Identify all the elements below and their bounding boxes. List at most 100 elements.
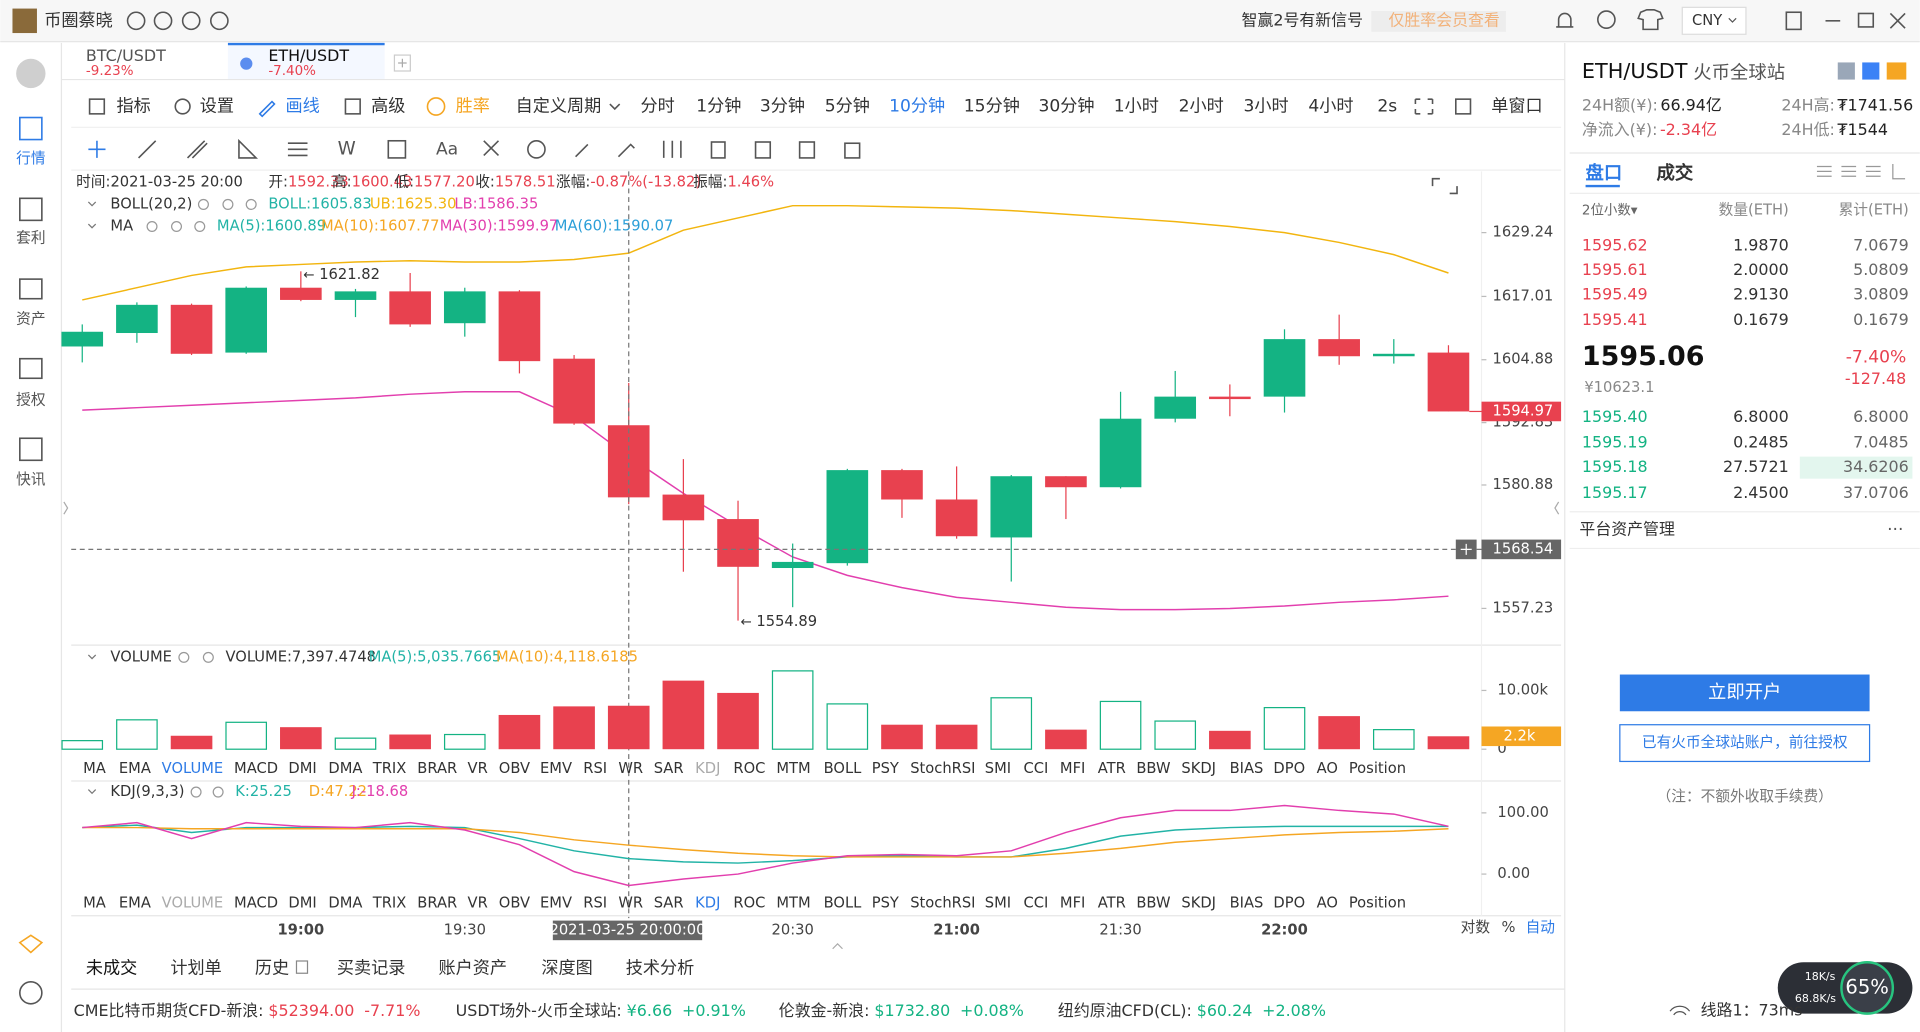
indicator-tab[interactable]: DMI [288,760,316,777]
sidebar-item[interactable]: 行情 [16,150,46,167]
sidebar-item[interactable]: 快讯 [16,471,46,488]
indicator-tab[interactable]: EMA [119,894,151,911]
legend-icon[interactable] [222,198,234,210]
indicator-tab[interactable]: VR [468,760,488,777]
bottom-tab[interactable]: 账户资产 [438,958,507,978]
indicator-tab[interactable]: PSY [872,894,899,911]
legend-icon[interactable] [194,220,206,232]
indicator-tab[interactable]: AO [1317,760,1338,777]
indicator-tab[interactable]: BIAS [1230,760,1264,777]
currency-select[interactable] [1681,6,1747,35]
indicator-tab[interactable]: MACD [234,760,278,777]
indicator-tab[interactable]: RSI [583,894,607,911]
indicator-tab[interactable]: MACD [234,894,278,911]
indicator-tab[interactable]: OBV [499,894,530,911]
indicator-tab[interactable]: SMI [985,760,1011,777]
indicator-tab[interactable]: DPO [1273,760,1305,777]
indicator-tab[interactable]: VOLUME [162,760,224,777]
indicator-tab[interactable]: BRAR [417,760,457,777]
indicator-tab[interactable]: VR [468,894,488,911]
indicator-tab[interactable]: DMA [328,894,362,911]
period-option[interactable]: 15分钟 [964,97,1020,117]
indicator-tab[interactable]: StochRSI [910,760,975,777]
toolbar-item[interactable]: 设置 [200,97,234,117]
expand-arrow[interactable] [832,942,843,950]
period-option[interactable]: 1小时 [1114,97,1159,117]
indicator-tab[interactable]: MA [83,760,106,777]
period-option[interactable]: 5分钟 [825,97,870,117]
sidebar-item[interactable]: 套利 [16,230,45,247]
indicator-tab[interactable]: SMI [985,894,1011,911]
pair-tab[interactable]: ETH/USDT [268,46,349,65]
toolbar-item[interactable]: 高级 [371,97,405,117]
legend-icon[interactable] [212,786,224,798]
indicator-tab[interactable]: ROC [733,760,765,777]
indicator-tab[interactable]: BRAR [417,894,457,911]
active-tab[interactable] [227,42,385,80]
axis-option[interactable]: 对数 [1461,919,1491,936]
sidebar-item[interactable]: 授权 [16,391,46,408]
toolbar-item[interactable]: 胜率 [456,97,490,117]
indicator-tab[interactable]: OBV [499,760,530,777]
bottom-tab[interactable]: 技术分析 [626,958,695,978]
period-menu[interactable]: 自定义周期 [516,97,602,117]
sidebar-item[interactable]: 资产 [16,311,45,328]
indicator-tab[interactable]: EMV [540,760,572,777]
toolbar-item[interactable]: 指标 [117,97,151,117]
indicator-tab[interactable]: EMV [540,894,572,911]
indicator-tab[interactable]: StochRSI [910,894,975,911]
legend-icon[interactable] [202,651,214,663]
indicator-tab[interactable]: ATR [1098,760,1126,777]
precision-select[interactable]: 2位小数▾ [1582,203,1638,219]
indicator-tab[interactable]: CCI [1023,894,1048,911]
bottom-tab[interactable]: 买卖记录 [337,958,406,978]
indicator-tab[interactable]: ROC [733,894,765,911]
period-option[interactable]: 2小时 [1179,97,1224,117]
indicator-tab[interactable]: MTM [776,894,810,911]
legend-icon[interactable] [146,220,158,232]
ticker-item[interactable]: 伦敦金-新浪: $1732.80 +0.08% [779,1001,1024,1020]
indicator-tab[interactable]: SKDJ [1181,894,1216,911]
indicator-tab[interactable]: Position [1349,760,1406,777]
indicator-tab[interactable]: KDJ [695,894,720,911]
ticker-item[interactable]: 纽约原油CFD(CL): $60.24 +2.08% [1058,1001,1326,1020]
indicator-tab[interactable]: MTM [776,760,810,777]
indicator-tab[interactable]: SAR [654,894,684,911]
legend-icon[interactable] [197,198,209,210]
draw-tool[interactable]: W [338,138,356,159]
indicator-tab[interactable]: AO [1317,894,1338,911]
legend-icon[interactable] [178,651,190,663]
period-option[interactable]: 30分钟 [1038,97,1094,117]
indicator-tab[interactable]: BOLL [824,760,863,777]
period-option[interactable]: 3分钟 [760,97,805,117]
indicator-tab[interactable]: Position [1349,894,1406,911]
more-icon[interactable]: ··· [1887,520,1903,540]
pair-tab[interactable]: BTC/USDT [86,46,166,65]
signal-notice[interactable]: 智赢2号有新信号 [1242,10,1363,29]
indicator-tab[interactable]: RSI [583,760,607,777]
bottom-tab[interactable]: 未成交 [86,958,137,978]
indicator-tab[interactable]: MA [83,894,106,911]
legend-icon[interactable] [190,786,202,798]
indicator-tab[interactable]: DPO [1273,894,1305,911]
period-option[interactable]: 1分钟 [696,97,741,117]
period-option[interactable]: 2s [1377,97,1397,117]
indicator-tab[interactable]: EMA [119,760,151,777]
indicator-tab[interactable]: TRIX [372,894,407,911]
axis-option[interactable]: % [1501,919,1515,936]
indicator-tab[interactable]: WR [618,760,643,777]
period-option[interactable]: 3小时 [1243,97,1288,117]
layout-button[interactable]: 单窗口 [1491,97,1542,117]
legend-icon[interactable] [171,220,183,232]
period-option[interactable]: 分时 [640,97,674,117]
indicator-tab[interactable]: CCI [1023,760,1048,777]
period-option[interactable]: 10分钟 [889,97,945,117]
indicator-tab[interactable]: BBW [1136,760,1171,777]
collapse-arrows[interactable] [63,501,1560,515]
indicator-tab[interactable]: VOLUME [162,894,224,911]
axis-option[interactable]: 自动 [1526,919,1555,936]
legend-icon[interactable] [245,198,257,210]
bottom-tab[interactable]: 计划单 [170,958,221,978]
open-account-button[interactable] [1619,674,1870,712]
ticker-item[interactable]: CME比特币期货CFD-新浪: $52394.00 -7.71% [74,1001,421,1020]
